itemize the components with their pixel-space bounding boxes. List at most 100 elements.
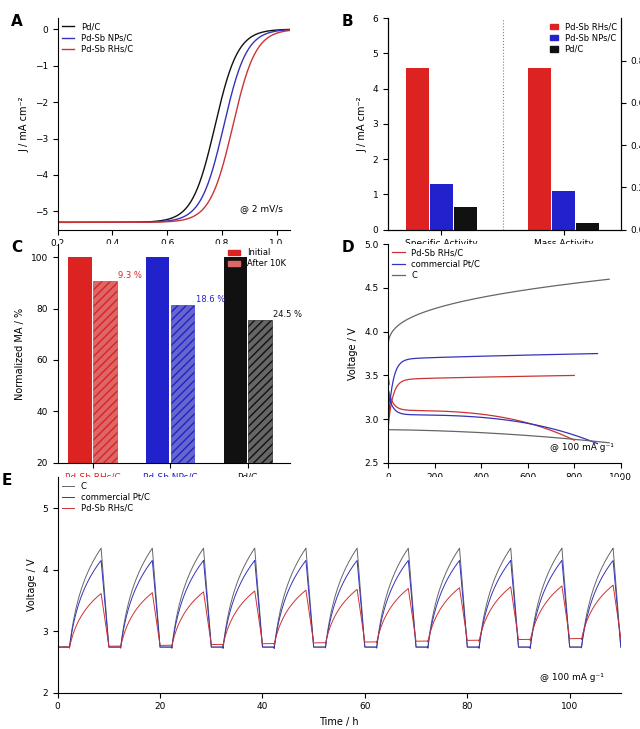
Line: Pd-Sb RHs/C: Pd-Sb RHs/C bbox=[58, 585, 621, 648]
Bar bbox=[68, 257, 92, 515]
Pd-Sb RHs/C bbox=[566, 434, 573, 443]
Text: @ 100 mA g⁻¹: @ 100 mA g⁻¹ bbox=[540, 673, 604, 682]
Bar bbox=[248, 320, 272, 515]
Bar bbox=[576, 222, 599, 230]
commercial Pt/C bbox=[270, 644, 278, 652]
Y-axis label: Voltage / V: Voltage / V bbox=[348, 327, 358, 380]
commercial Pt/C bbox=[509, 416, 516, 425]
Pd-Sb RHs/C bbox=[412, 634, 419, 642]
Pd-Sb RHs/C bbox=[471, 636, 479, 644]
C bbox=[566, 434, 573, 443]
commercial Pt/C bbox=[54, 643, 61, 652]
C bbox=[472, 643, 479, 652]
Pd-Sb RHs/C bbox=[609, 581, 617, 590]
C bbox=[605, 438, 613, 447]
Bar bbox=[93, 281, 116, 515]
Bar bbox=[528, 68, 551, 230]
C bbox=[258, 631, 266, 640]
Pd-Sb RHs/C bbox=[537, 422, 545, 431]
commercial Pt/C bbox=[412, 638, 419, 647]
Pd-Sb RHs/C bbox=[387, 603, 395, 612]
Pd-Sb RHs/C bbox=[495, 413, 503, 421]
C bbox=[516, 431, 524, 440]
commercial Pt/C bbox=[353, 556, 361, 565]
Pd/C bbox=[159, 216, 167, 225]
Bar bbox=[454, 207, 477, 230]
commercial Pt/C bbox=[594, 440, 602, 448]
Y-axis label: Normalized MA / %: Normalized MA / % bbox=[15, 308, 25, 399]
Pd-Sb RHs/C bbox=[501, 587, 509, 596]
Pd-Sb RHs/C bbox=[191, 211, 198, 220]
commercial Pt/C bbox=[485, 413, 493, 422]
X-axis label: Time / h: Time / h bbox=[319, 717, 359, 727]
Pd-Sb RHs/C bbox=[229, 122, 237, 130]
Bar bbox=[223, 257, 247, 515]
Line: C: C bbox=[58, 548, 621, 648]
C bbox=[54, 643, 61, 652]
C bbox=[353, 544, 361, 553]
Text: @ 100 mA g⁻¹: @ 100 mA g⁻¹ bbox=[550, 443, 614, 452]
Line: C: C bbox=[388, 429, 609, 443]
C bbox=[491, 429, 499, 437]
Pd/C bbox=[95, 218, 102, 227]
Legend: Pd-Sb RHs/C, commercial Pt/C, C: Pd-Sb RHs/C, commercial Pt/C, C bbox=[392, 249, 480, 279]
Pd-Sb NPs/C bbox=[95, 218, 102, 227]
Text: C: C bbox=[11, 240, 22, 255]
Y-axis label: Voltage / V: Voltage / V bbox=[27, 558, 36, 612]
commercial Pt/C bbox=[502, 564, 509, 572]
C bbox=[504, 430, 511, 439]
commercial Pt/C bbox=[497, 415, 505, 424]
Y-axis label: J / mA cm⁻²: J / mA cm⁻² bbox=[19, 96, 29, 152]
commercial Pt/C bbox=[484, 413, 492, 422]
commercial Pt/C bbox=[387, 586, 395, 595]
Pd-Sb NPs/C bbox=[209, 164, 217, 173]
Bar bbox=[146, 257, 170, 515]
Bar bbox=[552, 191, 575, 230]
Text: 9.3 %: 9.3 % bbox=[118, 270, 142, 280]
C bbox=[82, 572, 90, 581]
commercial Pt/C bbox=[82, 581, 90, 590]
Pd-Sb RHs/C bbox=[384, 384, 392, 393]
Pd-Sb RHs/C bbox=[258, 634, 266, 642]
Pd-Sb RHs/C bbox=[65, 644, 73, 652]
Pd-Sb RHs/C bbox=[473, 409, 481, 418]
commercial Pt/C bbox=[472, 643, 479, 652]
commercial Pt/C bbox=[556, 426, 564, 435]
Pd-Sb RHs/C bbox=[209, 189, 217, 198]
Text: E: E bbox=[1, 473, 12, 488]
Pd/C bbox=[229, 58, 237, 67]
Pd-Sb RHs/C bbox=[159, 217, 167, 226]
Pd-Sb NPs/C bbox=[54, 218, 61, 227]
Legend: Initial, After 10K: Initial, After 10K bbox=[228, 249, 286, 268]
Text: B: B bbox=[342, 14, 353, 29]
C bbox=[387, 577, 395, 586]
X-axis label: E / V vs. RHE: E / V vs. RHE bbox=[143, 254, 205, 264]
Pd-Sb RHs/C bbox=[485, 410, 493, 419]
Line: Pd-Sb RHs/C: Pd-Sb RHs/C bbox=[58, 31, 291, 222]
Line: Pd-Sb RHs/C: Pd-Sb RHs/C bbox=[388, 389, 574, 440]
Pd-Sb RHs/C bbox=[54, 218, 61, 227]
X-axis label: Specific Capacity / mAh g⁻¹: Specific Capacity / mAh g⁻¹ bbox=[437, 487, 572, 497]
Pd/C bbox=[54, 218, 61, 227]
Pd-Sb RHs/C bbox=[617, 634, 625, 642]
commercial Pt/C bbox=[617, 643, 625, 652]
commercial Pt/C bbox=[589, 437, 596, 446]
Pd-Sb NPs/C bbox=[229, 85, 237, 94]
Pd-Sb RHs/C bbox=[95, 218, 102, 227]
Pd-Sb RHs/C bbox=[82, 604, 90, 613]
Text: 18.6 %: 18.6 % bbox=[196, 295, 225, 304]
Bar bbox=[406, 68, 429, 230]
Legend: C, commercial Pt/C, Pd-Sb RHs/C: C, commercial Pt/C, Pd-Sb RHs/C bbox=[62, 482, 150, 512]
Line: commercial Pt/C: commercial Pt/C bbox=[388, 393, 598, 444]
Pd/C bbox=[191, 190, 198, 199]
Line: Pd/C: Pd/C bbox=[58, 29, 291, 222]
commercial Pt/C bbox=[258, 633, 266, 642]
C bbox=[384, 425, 392, 434]
C bbox=[489, 429, 497, 437]
Text: D: D bbox=[342, 240, 354, 255]
Text: A: A bbox=[11, 14, 23, 29]
C bbox=[617, 643, 625, 652]
C bbox=[270, 644, 278, 652]
Line: commercial Pt/C: commercial Pt/C bbox=[58, 561, 621, 648]
Bar bbox=[430, 184, 453, 230]
